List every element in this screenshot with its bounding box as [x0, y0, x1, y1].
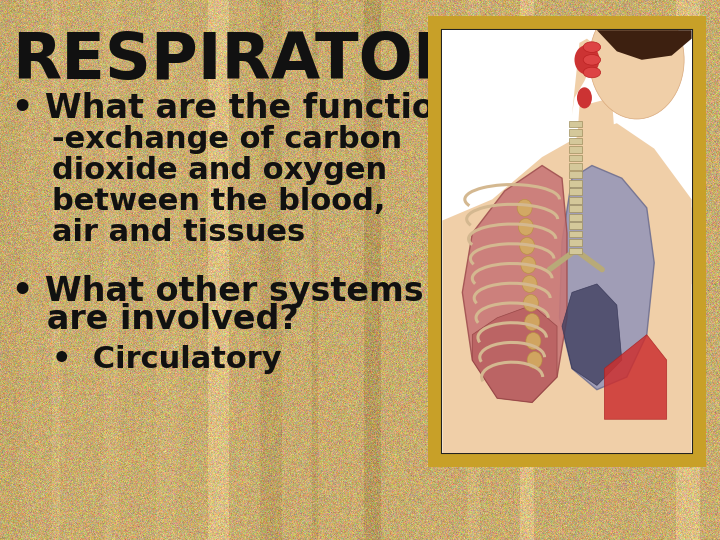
Ellipse shape	[517, 199, 532, 217]
Text: are involved?: are involved?	[12, 303, 299, 336]
Text: -exchange of carbon: -exchange of carbon	[52, 125, 402, 154]
Ellipse shape	[523, 294, 539, 312]
FancyArrowPatch shape	[578, 252, 602, 269]
Polygon shape	[462, 166, 567, 402]
Polygon shape	[559, 166, 654, 390]
Text: dioxide and oxygen: dioxide and oxygen	[52, 156, 387, 185]
Bar	[570, 231, 582, 238]
Ellipse shape	[521, 256, 536, 273]
Polygon shape	[442, 123, 692, 453]
Polygon shape	[472, 305, 557, 402]
Bar	[570, 188, 582, 195]
Text: • What are the functions?: • What are the functions?	[12, 92, 498, 125]
Ellipse shape	[526, 333, 541, 349]
Polygon shape	[572, 39, 597, 115]
Ellipse shape	[577, 87, 592, 109]
Bar	[570, 180, 582, 187]
Text: between the blood,: between the blood,	[52, 187, 385, 216]
Text: •  Circulatory: • Circulatory	[52, 345, 282, 374]
Bar	[570, 214, 582, 220]
Bar	[570, 138, 582, 144]
Ellipse shape	[522, 275, 537, 292]
Bar	[570, 129, 582, 136]
Ellipse shape	[527, 352, 542, 368]
Ellipse shape	[525, 314, 539, 330]
Ellipse shape	[520, 238, 535, 254]
Polygon shape	[597, 30, 692, 60]
Ellipse shape	[583, 55, 600, 65]
Text: air and tissues: air and tissues	[52, 218, 305, 247]
Ellipse shape	[518, 218, 534, 235]
Text: RESPIRATORY: RESPIRATORY	[12, 30, 505, 92]
Bar	[570, 121, 582, 127]
Polygon shape	[562, 284, 622, 386]
FancyArrowPatch shape	[549, 252, 574, 269]
Bar	[570, 247, 582, 254]
Bar	[442, 30, 692, 453]
Bar	[570, 154, 582, 161]
Polygon shape	[575, 98, 617, 178]
Ellipse shape	[583, 67, 600, 78]
Bar	[428, 16, 706, 467]
Polygon shape	[622, 191, 692, 305]
Bar	[570, 146, 582, 153]
Bar	[570, 239, 582, 246]
Ellipse shape	[575, 45, 599, 75]
Text: • What other systems: • What other systems	[12, 275, 423, 308]
Ellipse shape	[583, 42, 600, 52]
Ellipse shape	[590, 1, 684, 119]
Bar	[570, 222, 582, 229]
Bar	[570, 197, 582, 204]
Bar	[570, 205, 582, 212]
Bar	[570, 171, 582, 178]
Polygon shape	[604, 335, 667, 419]
Bar	[570, 163, 582, 170]
